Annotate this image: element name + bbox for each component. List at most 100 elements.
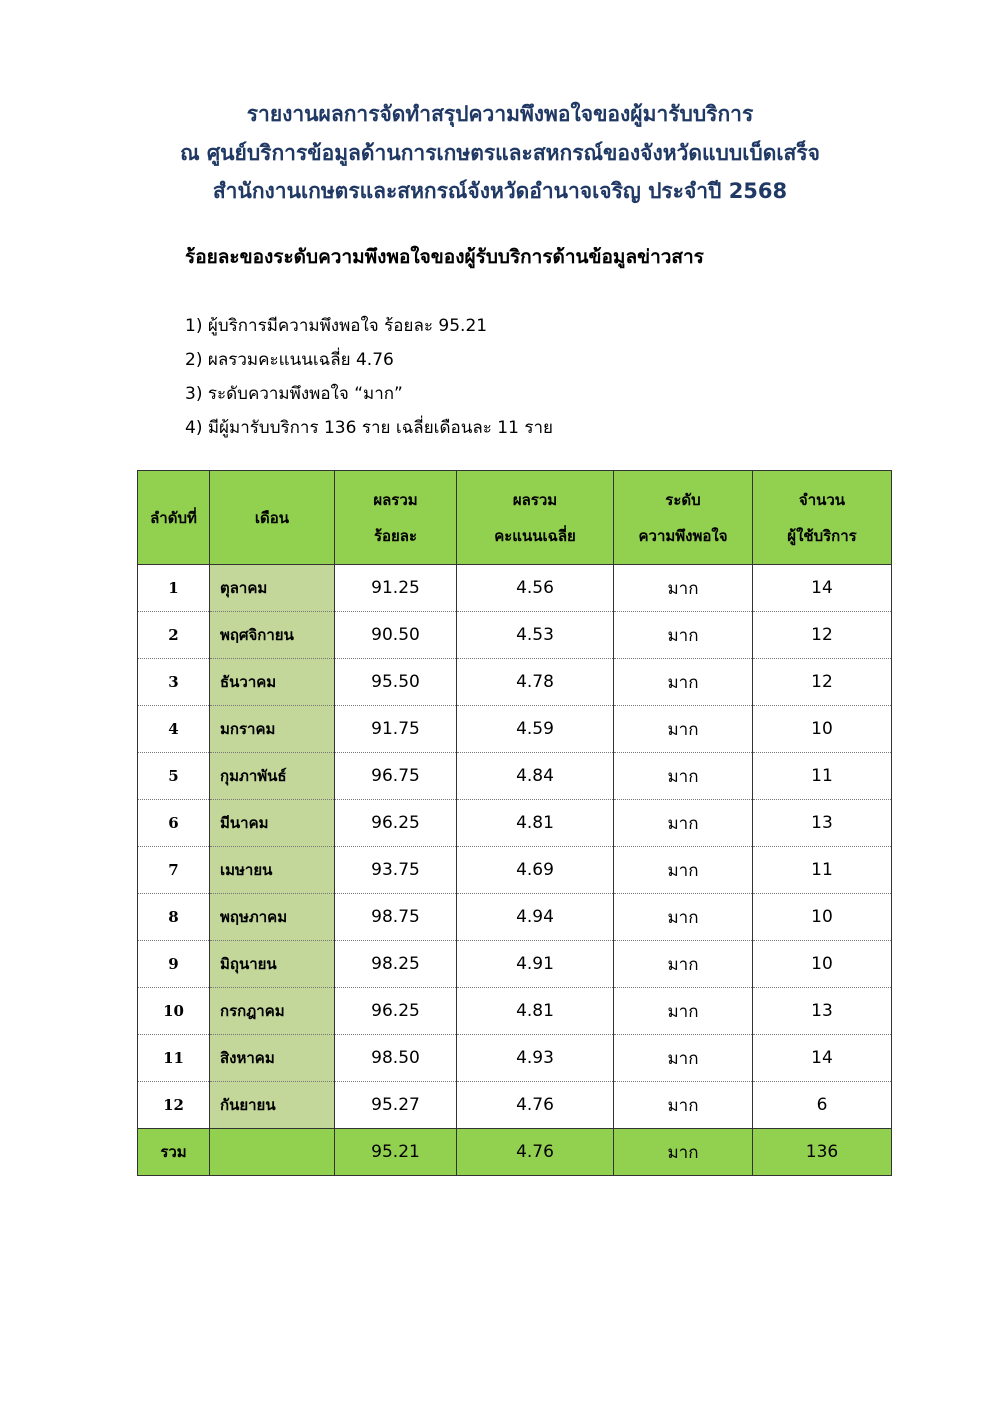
average-score-cell: 4.84: [456, 752, 614, 800]
average-score-cell: 4.69: [456, 846, 614, 894]
column-header: ผลรวมคะแนนเฉลี่ย: [456, 470, 614, 565]
month-cell: กรกฎาคม: [209, 987, 335, 1035]
column-header-text: คะแนนเฉลี่ย: [494, 526, 576, 545]
table-row: 5 กุมภาพันธ์ 96.75 4.84 มาก 11: [137, 752, 892, 800]
row-number: รวม: [137, 1128, 210, 1176]
level-cell: มาก: [613, 846, 753, 894]
summary-item: 4) มีผู้มารับบริการ 136 ราย เฉลี่ยเดือนล…: [185, 418, 553, 438]
column-header: ระดับความพึงพอใจ: [613, 470, 753, 565]
average-score-cell: 4.56: [456, 564, 614, 612]
count-cell: 10: [752, 893, 892, 941]
summary-item: 3) ระดับความพึงพอใจ “มาก”: [185, 384, 403, 404]
level-cell: มาก: [613, 705, 753, 753]
count-cell: 6: [752, 1081, 892, 1129]
count-cell: 12: [752, 611, 892, 659]
level-cell: มาก: [613, 940, 753, 988]
level-cell: มาก: [613, 658, 753, 706]
total-row: รวม 95.21 4.76 มาก 136: [137, 1128, 892, 1176]
count-cell: 14: [752, 1034, 892, 1082]
percent-cell: 91.75: [334, 705, 457, 753]
month-cell: กันยายน: [209, 1081, 335, 1129]
level-cell: มาก: [613, 1128, 753, 1176]
month-cell: มิถุนายน: [209, 940, 335, 988]
row-number: 9: [137, 940, 210, 988]
column-header-text: จำนวน: [798, 490, 846, 509]
table-row: 1 ตุลาคม 91.25 4.56 มาก 14: [137, 564, 892, 612]
level-cell: มาก: [613, 987, 753, 1035]
satisfaction-table: ลำดับที่ เดือน ผลรวม ร้อยละ ผลรวม คะแนนเฉลี่ย…: [137, 470, 892, 1176]
column-header-text: ร้อยละ: [373, 526, 418, 545]
percent-cell: 98.50: [334, 1034, 457, 1082]
table-row: 9 มิถุนายน 98.25 4.91 มาก 10: [137, 940, 892, 988]
level-cell: มาก: [613, 799, 753, 847]
table-row: 3 ธันวาคม 95.50 4.78 มาก 12: [137, 658, 892, 706]
table-row: 2 พฤศจิกายน 90.50 4.53 มาก 12: [137, 611, 892, 659]
summary-item: 2) ผลรวมคะแนนเฉลี่ย 4.76: [185, 350, 394, 370]
month-cell: กุมภาพันธ์: [209, 752, 335, 800]
column-header-text: ความพึงพอใจ: [638, 526, 728, 545]
month-cell: ตุลาคม: [209, 564, 335, 612]
table-row: 11 สิงหาคม 98.50 4.93 มาก 14: [137, 1034, 892, 1082]
level-cell: มาก: [613, 1034, 753, 1082]
month-cell: มีนาคม: [209, 799, 335, 847]
count-cell: 12: [752, 658, 892, 706]
column-header-text: ระดับ: [665, 490, 701, 509]
percent-cell: 95.27: [334, 1081, 457, 1129]
average-score-cell: 4.81: [456, 987, 614, 1035]
column-header-text: ผลรวม: [373, 490, 418, 509]
average-score-cell: 4.76: [456, 1081, 614, 1129]
row-number: 1: [137, 564, 210, 612]
summary-item: 1) ผู้บริการมีความพึงพอใจ ร้อยละ 95.21: [185, 316, 488, 336]
column-header-text: เดือน: [254, 508, 290, 527]
table-row: 12 กันยายน 95.27 4.76 มาก 6: [137, 1081, 892, 1129]
table-row: 4 มกราคม 91.75 4.59 มาก 10: [137, 705, 892, 753]
column-header: จำนวน ผู้ใช้บริการ: [752, 470, 892, 565]
row-number: 7: [137, 846, 210, 894]
row-number: 10: [137, 987, 210, 1035]
percent-cell: 96.25: [334, 799, 457, 847]
table-row: 8 พฤษภาคม 98.75 4.94 มาก 10: [137, 893, 892, 941]
count-cell: 136: [752, 1128, 892, 1176]
month-cell: พฤศจิกายน: [209, 611, 335, 659]
average-score-cell: 4.93: [456, 1034, 614, 1082]
row-number: 2: [137, 611, 210, 659]
percent-cell: 96.25: [334, 987, 457, 1035]
percent-cell: 98.25: [334, 940, 457, 988]
row-number: 12: [137, 1081, 210, 1129]
count-cell: 13: [752, 799, 892, 847]
table-row: 6 มีนาคม 96.25 4.81 มาก 13: [137, 799, 892, 847]
percent-cell: 91.25: [334, 564, 457, 612]
row-number: 11: [137, 1034, 210, 1082]
count-cell: 13: [752, 987, 892, 1035]
percent-cell: 98.75: [334, 893, 457, 941]
month-cell: ธันวาคม: [209, 658, 335, 706]
average-score-cell: 4.78: [456, 658, 614, 706]
row-number: 6: [137, 799, 210, 847]
percent-cell: 95.21: [334, 1128, 457, 1176]
percent-cell: 95.50: [334, 658, 457, 706]
count-cell: 11: [752, 846, 892, 894]
row-number: 5: [137, 752, 210, 800]
month-cell: พฤษภาคม: [209, 893, 335, 941]
table-header-row: ลำดับที่ เดือน ผลรวม ร้อยละ ผลรวม คะแนนเฉลี่ย…: [137, 470, 892, 565]
row-number: 3: [137, 658, 210, 706]
level-cell: มาก: [613, 893, 753, 941]
count-cell: 10: [752, 705, 892, 753]
month-cell: มกราคม: [209, 705, 335, 753]
table-row: 10 กรกฎาคม 96.25 4.81 มาก 13: [137, 987, 892, 1035]
average-score-cell: 4.76: [456, 1128, 614, 1176]
section-heading: ร้อยละของระดับความพึงพอใจของผู้รับบริการ…: [185, 246, 704, 268]
count-cell: 14: [752, 564, 892, 612]
count-cell: 10: [752, 940, 892, 988]
percent-cell: 93.75: [334, 846, 457, 894]
level-cell: มาก: [613, 564, 753, 612]
month-cell: เมษายน: [209, 846, 335, 894]
count-cell: 11: [752, 752, 892, 800]
average-score-cell: 4.94: [456, 893, 614, 941]
percent-cell: 96.75: [334, 752, 457, 800]
level-cell: มาก: [613, 1081, 753, 1129]
percent-cell: 90.50: [334, 611, 457, 659]
column-header-text: ผลรวม: [512, 490, 558, 509]
average-score-cell: 4.53: [456, 611, 614, 659]
average-score-cell: 4.91: [456, 940, 614, 988]
